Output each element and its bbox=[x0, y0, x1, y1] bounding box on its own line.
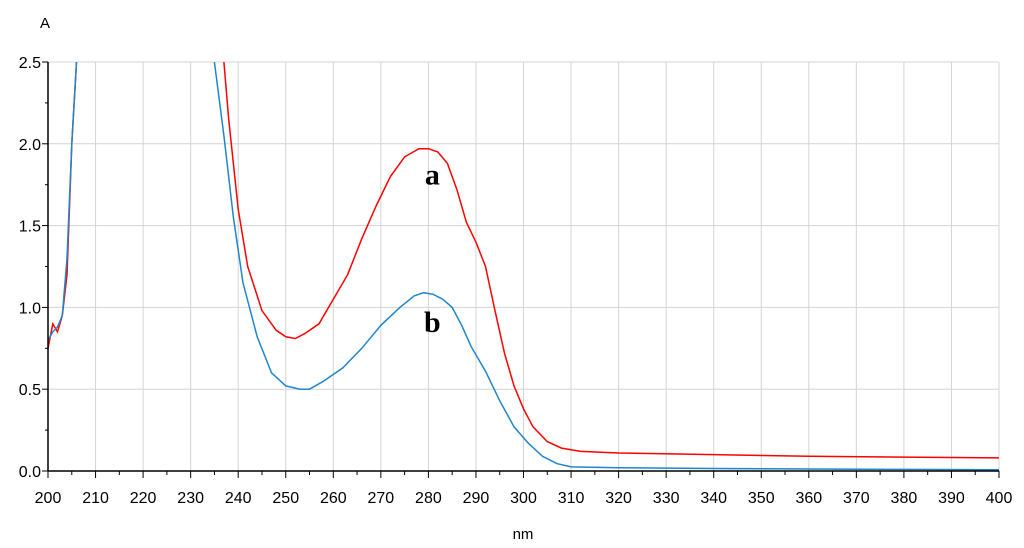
x-tick-label: 230 bbox=[177, 490, 204, 507]
x-tick-label: 270 bbox=[367, 490, 394, 507]
x-tick-label: 330 bbox=[653, 490, 680, 507]
y-tick-label: 2.0 bbox=[19, 137, 41, 154]
y-tick-label: 0.0 bbox=[19, 464, 41, 481]
series-layer bbox=[48, 62, 999, 471]
x-tick-label: 280 bbox=[415, 490, 442, 507]
x-tick-label: 390 bbox=[938, 490, 965, 507]
annotations: ab bbox=[424, 159, 441, 339]
series-annotation-b: b bbox=[424, 306, 441, 339]
x-tick-label: 370 bbox=[843, 490, 870, 507]
x-tick-label: 220 bbox=[130, 490, 157, 507]
x-axis-title: nm bbox=[513, 526, 534, 543]
x-tick-label: 400 bbox=[986, 490, 1013, 507]
x-tick-label: 250 bbox=[272, 490, 299, 507]
x-tick-label: 350 bbox=[748, 490, 775, 507]
x-tick-label: 210 bbox=[82, 490, 109, 507]
y-tick-label: 1.0 bbox=[19, 300, 41, 317]
y-tick-label: 1.5 bbox=[19, 219, 41, 236]
x-tick-label: 240 bbox=[225, 490, 252, 507]
x-tick-label: 200 bbox=[35, 490, 62, 507]
x-tick-label: 360 bbox=[795, 490, 822, 507]
series-line-b bbox=[48, 62, 999, 471]
series-annotation-a: a bbox=[425, 159, 440, 192]
x-tick-label: 290 bbox=[463, 490, 490, 507]
x-tick-label: 380 bbox=[891, 490, 918, 507]
y-axis-title: A bbox=[40, 15, 50, 32]
ticks bbox=[42, 61, 1000, 478]
y-tick-label: 2.5 bbox=[19, 55, 41, 72]
x-tick-label: 260 bbox=[320, 490, 347, 507]
x-tick-label: 340 bbox=[700, 490, 727, 507]
x-tick-label: 300 bbox=[510, 490, 537, 507]
labels: 200 210 220 230 240 250 260 270 280 290 300 310 320 3… bbox=[19, 55, 1013, 507]
x-tick-label: 320 bbox=[605, 490, 632, 507]
x-tick-label: 310 bbox=[558, 490, 585, 507]
y-tick-label: 0.5 bbox=[19, 382, 41, 399]
